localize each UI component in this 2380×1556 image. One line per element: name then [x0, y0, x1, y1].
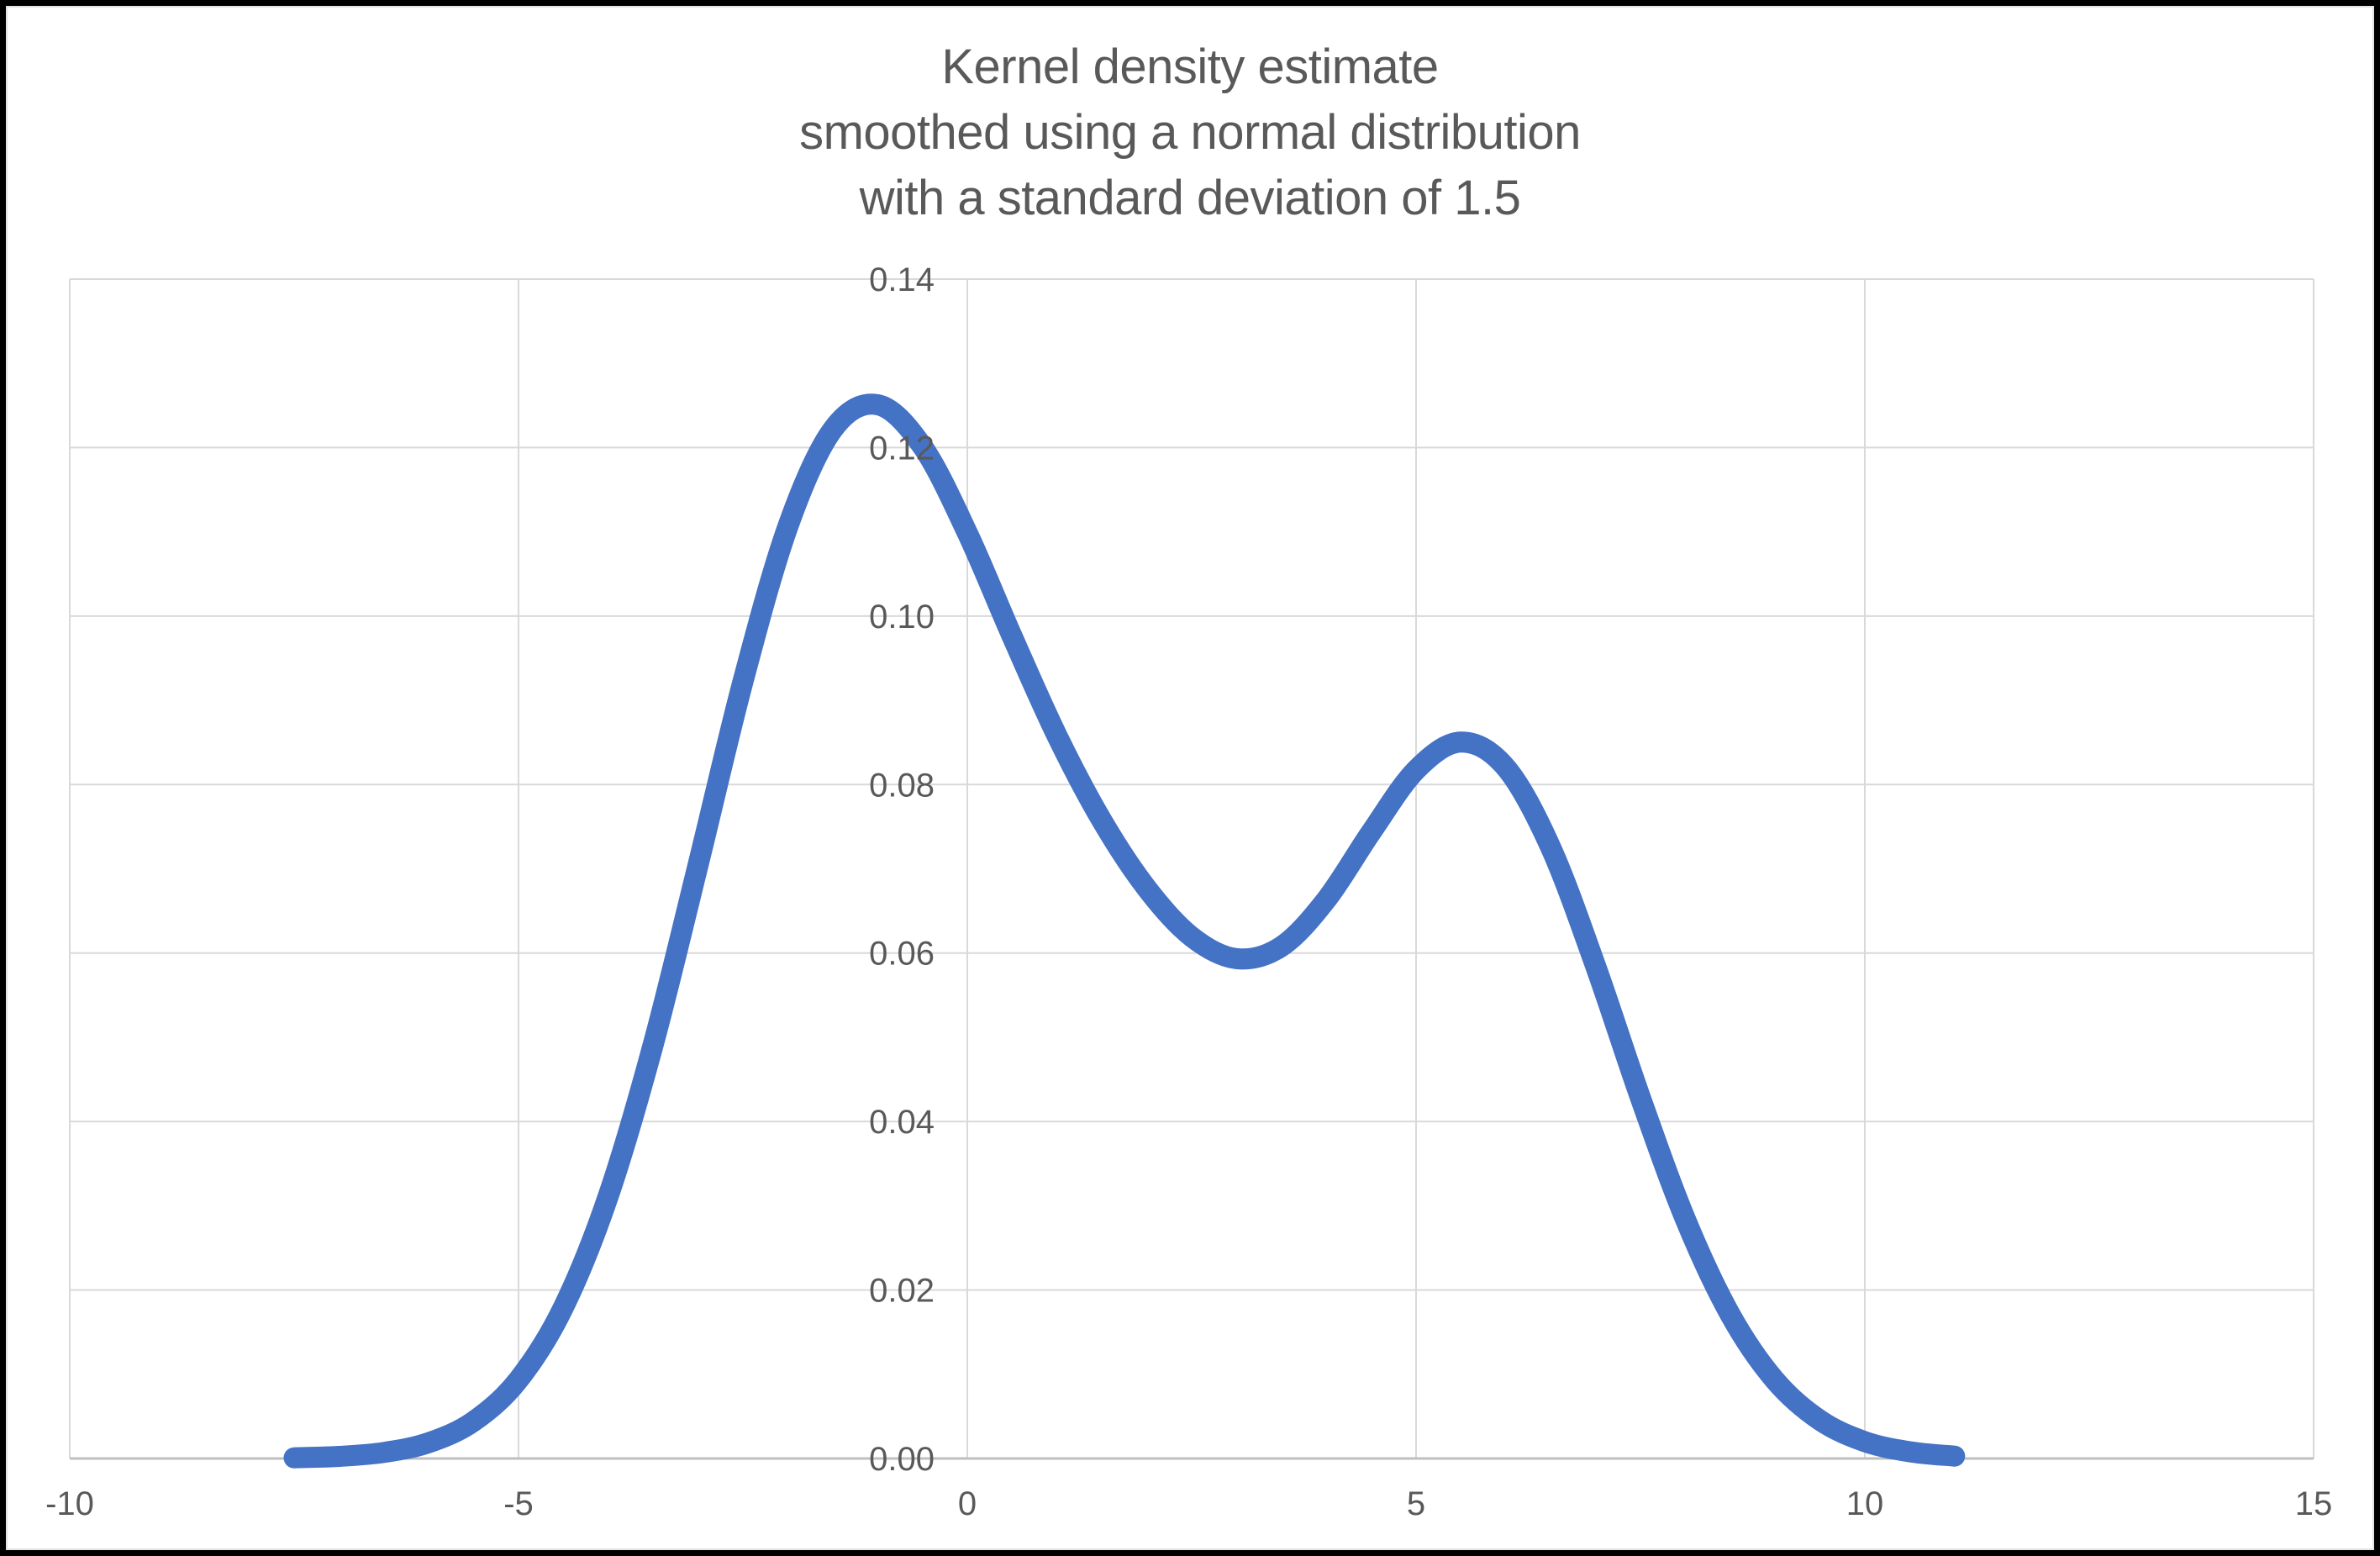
- y-tick-label: 0.12: [869, 430, 935, 467]
- x-tick-label: 0: [958, 1485, 977, 1522]
- chart-title-line-2: smoothed using a normal distribution: [799, 105, 1581, 160]
- y-tick-label: 0.06: [869, 936, 935, 973]
- chart-title-line-1: Kernel density estimate: [941, 40, 1439, 94]
- x-tick-label: -5: [503, 1485, 534, 1522]
- y-tick-label: 0.04: [869, 1104, 935, 1141]
- y-tick-label: 0.00: [869, 1441, 935, 1478]
- x-tick-label: 15: [2295, 1485, 2333, 1522]
- y-tick-label: 0.02: [869, 1273, 935, 1310]
- x-tick-label: -10: [45, 1485, 94, 1522]
- y-tick-label: 0.10: [869, 599, 935, 636]
- chart-title-line-3: with a standard deviation of 1.5: [859, 171, 1521, 225]
- y-tick-label: 0.14: [869, 261, 935, 298]
- chart-title: Kernel density estimate smoothed using a…: [0, 34, 2380, 231]
- x-tick-label: 5: [1407, 1485, 1425, 1522]
- x-tick-label: 10: [1846, 1485, 1884, 1522]
- y-tick-label: 0.08: [869, 767, 935, 804]
- chart-area: [6, 6, 2374, 1550]
- kde-curve: [283, 393, 1966, 1469]
